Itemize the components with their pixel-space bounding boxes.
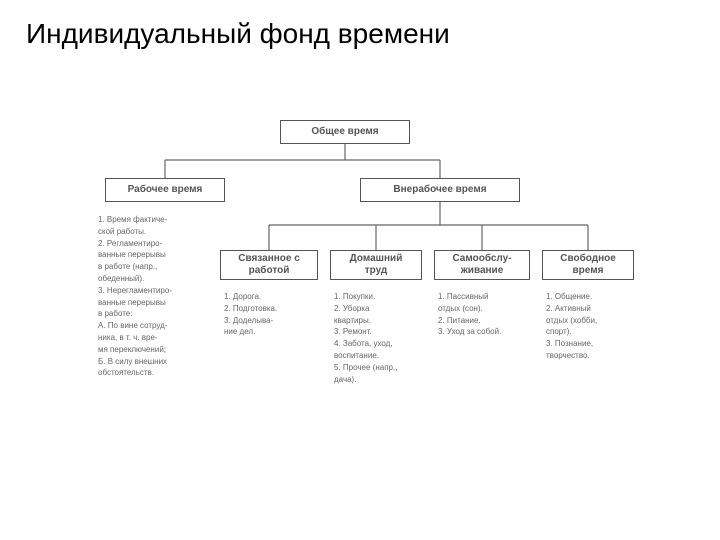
list-item: 5. Прочее (напр., [334, 363, 397, 374]
node-c3: Самообслу-живание [434, 250, 530, 280]
node-c1-label: Связанное с работой [227, 253, 311, 277]
list-item: 3. Нерегламентиро- [98, 286, 172, 297]
node-nonwork-label: Внерабочее время [393, 184, 486, 196]
node-c2-label: Домашний труд [337, 253, 415, 277]
list-item: 3. Познание, [546, 339, 597, 350]
list-item: отдых (хобби, [546, 316, 597, 327]
tree-diagram: Общее время Рабочее время Внерабочее вре… [50, 120, 670, 500]
list-item: обстоятельств. [98, 368, 172, 379]
node-root-label: Общее время [311, 126, 378, 138]
list-item: А. По вине сотруд- [98, 321, 172, 332]
node-work-label: Рабочее время [128, 184, 203, 196]
list-c4: 1. Общение.2. Активный отдых (хобби, спо… [546, 292, 597, 363]
node-c1: Связанное с работой [220, 250, 318, 280]
list-item: 2. Активный [546, 304, 597, 315]
list-item: 2. Подготовка. [224, 304, 277, 315]
list-work: 1. Время фактиче- ской работы.2. Регламе… [98, 215, 172, 380]
list-c1: 1. Дорога.2. Подготовка.3. Доделыва- ние… [224, 292, 277, 339]
list-item: 3. Уход за собой. [438, 327, 501, 338]
list-item: мя переключений; [98, 345, 172, 356]
node-c4-label: Свободное время [549, 253, 627, 277]
list-item: дача). [334, 375, 397, 386]
list-item: ванные перерывы [98, 298, 172, 309]
list-item: спорт). [546, 327, 597, 338]
list-item: 3. Ремонт. [334, 327, 397, 338]
list-c3: 1. Пассивный отдых (сон).2. Питание.3. У… [438, 292, 501, 339]
list-item: ние дел. [224, 327, 277, 338]
list-item: 2. Питание. [438, 316, 501, 327]
node-nonwork: Внерабочее время [360, 178, 520, 202]
list-item: творчество. [546, 351, 597, 362]
node-work: Рабочее время [105, 178, 225, 202]
list-item: в работе: [98, 309, 172, 320]
page-title: Индивидуальный фонд времени [0, 0, 720, 50]
list-item: 2. Регламентиро- [98, 239, 172, 250]
list-item: обеденный). [98, 274, 172, 285]
list-item: ника, в т. ч. вре- [98, 333, 172, 344]
list-item: воспитание. [334, 351, 397, 362]
list-item: 1. Покупки. [334, 292, 397, 303]
list-item: 3. Доделыва- [224, 316, 277, 327]
list-item: 1. Дорога. [224, 292, 277, 303]
node-c2: Домашний труд [330, 250, 422, 280]
node-c4: Свободное время [542, 250, 634, 280]
list-item: ванные перерывы [98, 250, 172, 261]
list-item: 4. Забота, уход, [334, 339, 397, 350]
node-c3-label: Самообслу-живание [441, 253, 523, 277]
list-item: Б. В силу внешних [98, 357, 172, 368]
list-c2: 1. Покупки.2. Уборка квартиры.3. Ремонт.… [334, 292, 397, 386]
list-item: 1. Время фактиче- [98, 215, 172, 226]
list-item: квартиры. [334, 316, 397, 327]
list-item: 1. Пассивный [438, 292, 501, 303]
list-item: отдых (сон). [438, 304, 501, 315]
list-item: 2. Уборка [334, 304, 397, 315]
list-item: ской работы. [98, 227, 172, 238]
list-item: 1. Общение. [546, 292, 597, 303]
list-item: в работе (напр., [98, 262, 172, 273]
node-root: Общее время [280, 120, 410, 144]
